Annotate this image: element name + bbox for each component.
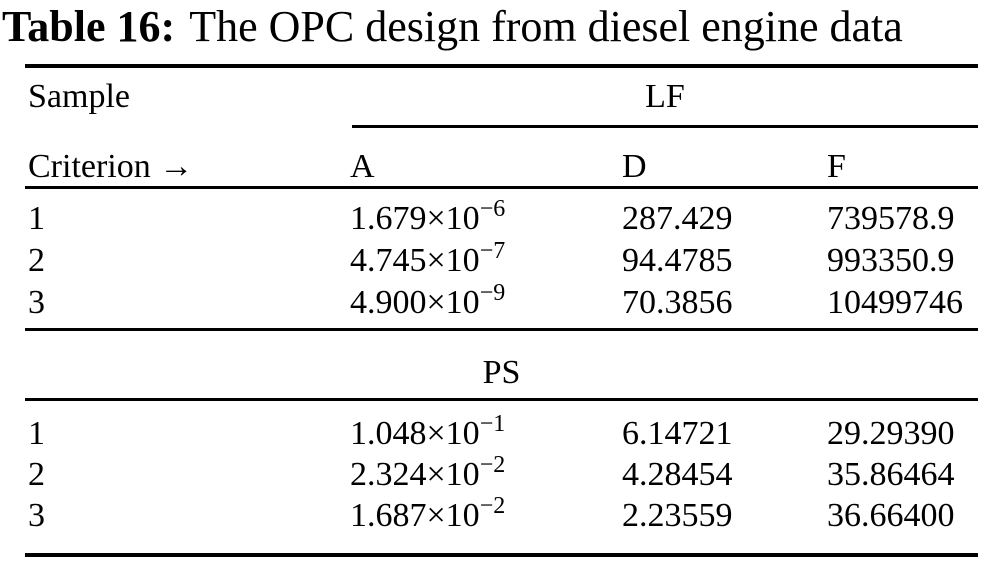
a-value-mantissa: 4.745×10 bbox=[350, 242, 480, 279]
sample-cell: 2 bbox=[28, 242, 45, 279]
table-row: 3 1.687×10−2 2.23559 36.66400 bbox=[0, 493, 983, 540]
a-value-exponent: −9 bbox=[479, 280, 506, 306]
criterion-a-cell: 1.679×10−6 bbox=[350, 196, 506, 243]
header-bottom-rule bbox=[25, 186, 978, 189]
column-header-a: A bbox=[350, 148, 375, 185]
group-header-lf: LF bbox=[645, 78, 685, 115]
table-row: 1 1.048×10−1 6.14721 29.29390 bbox=[0, 411, 983, 458]
criterion-a-cell: 1.048×10−1 bbox=[350, 411, 506, 458]
criterion-a-cell: 2.324×10−2 bbox=[350, 452, 506, 499]
criterion-d-cell: 94.4785 bbox=[622, 242, 733, 279]
table-header-row-ps: PS bbox=[0, 352, 983, 394]
ps-header-bottom-rule bbox=[25, 398, 978, 401]
a-value-exponent: −6 bbox=[479, 196, 506, 222]
table-top-rule bbox=[25, 64, 978, 68]
a-value-mantissa: 4.900×10 bbox=[350, 284, 480, 321]
a-value-exponent: −2 bbox=[479, 493, 506, 519]
lf-section-bottom-rule bbox=[25, 328, 978, 331]
sample-header: Sample bbox=[28, 78, 130, 115]
table-row: 2 2.324×10−2 4.28454 35.86464 bbox=[0, 452, 983, 499]
lf-group-rule bbox=[352, 125, 978, 128]
a-value-exponent: −2 bbox=[479, 452, 506, 478]
sample-cell: 3 bbox=[28, 497, 45, 534]
sample-cell: 1 bbox=[28, 415, 45, 452]
group-header-ps: PS bbox=[482, 354, 521, 391]
sample-cell: 2 bbox=[28, 456, 45, 493]
table-caption: Table 16: The OPC design from diesel engi… bbox=[2, 0, 982, 54]
table-bottom-rule bbox=[25, 553, 978, 557]
table-header-row-group: Sample LF bbox=[0, 76, 983, 118]
table-row: 2 4.745×10−7 94.4785 993350.9 bbox=[0, 238, 983, 285]
criterion-f-cell: 29.29390 bbox=[827, 415, 955, 452]
criterion-f-cell: 36.66400 bbox=[827, 497, 955, 534]
a-value-exponent: −1 bbox=[479, 411, 506, 437]
criterion-d-cell: 4.28454 bbox=[622, 456, 733, 493]
column-header-d: D bbox=[622, 148, 647, 185]
a-value-mantissa: 1.679×10 bbox=[350, 200, 480, 237]
criterion-a-cell: 4.900×10−9 bbox=[350, 280, 506, 327]
table-caption-number: Table 16: bbox=[2, 2, 176, 51]
criterion-a-cell: 4.745×10−7 bbox=[350, 238, 506, 285]
criterion-f-cell: 993350.9 bbox=[827, 242, 955, 279]
a-value-exponent: −7 bbox=[479, 238, 506, 264]
criterion-f-cell: 35.86464 bbox=[827, 456, 955, 493]
table-row: 3 4.900×10−9 70.3856 10499746 bbox=[0, 280, 983, 327]
a-value-mantissa: 1.048×10 bbox=[350, 415, 480, 452]
sample-cell: 3 bbox=[28, 284, 45, 321]
criterion-header: Criterion → bbox=[28, 148, 194, 185]
criterion-d-cell: 70.3856 bbox=[622, 284, 733, 321]
criterion-f-cell: 739578.9 bbox=[827, 200, 955, 237]
criterion-a-cell: 1.687×10−2 bbox=[350, 493, 506, 540]
criterion-d-cell: 287.429 bbox=[622, 200, 733, 237]
table-caption-text: The OPC design from diesel engine data bbox=[189, 2, 903, 51]
table-row: 1 1.679×10−6 287.429 739578.9 bbox=[0, 196, 983, 243]
criterion-d-cell: 2.23559 bbox=[622, 497, 733, 534]
sample-cell: 1 bbox=[28, 200, 45, 237]
column-header-f: F bbox=[827, 148, 846, 185]
a-value-mantissa: 2.324×10 bbox=[350, 456, 480, 493]
a-value-mantissa: 1.687×10 bbox=[350, 497, 480, 534]
criterion-d-cell: 6.14721 bbox=[622, 415, 733, 452]
table-header-row-criteria: Criterion → A D F bbox=[0, 146, 983, 188]
criterion-f-cell: 10499746 bbox=[827, 284, 963, 321]
